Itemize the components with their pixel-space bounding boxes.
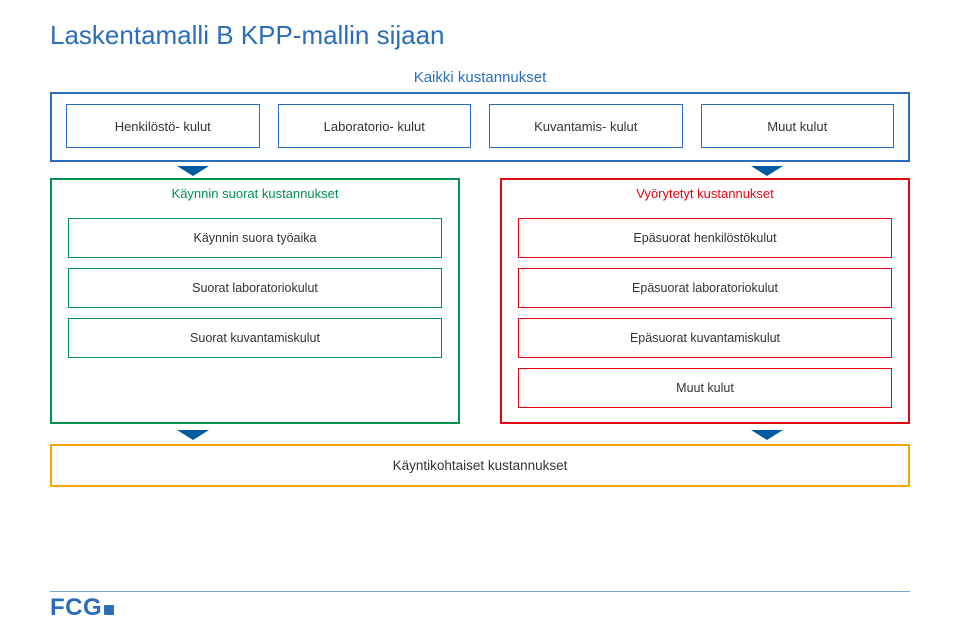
right-column: Vyörytetyt kustannukset Epäsuorat henkil… (500, 178, 910, 424)
top-box-3: Muut kulut (701, 104, 895, 148)
left-box-0: Käynnin suora työaika (68, 218, 442, 258)
right-group: Vyörytetyt kustannukset Epäsuorat henkil… (500, 178, 910, 424)
top-box-2: Kuvantamis- kulut (489, 104, 683, 148)
right-box-0: Epäsuorat henkilöstökulut (518, 218, 892, 258)
left-spacer (68, 358, 442, 408)
footer-divider (50, 591, 910, 593)
logo-dot-icon (104, 605, 114, 615)
top-box-0: Henkilöstö- kulut (66, 104, 260, 148)
right-box-1: Epäsuorat laboratoriokulut (518, 268, 892, 308)
right-box-3: Muut kulut (518, 368, 892, 408)
top-group-label: Kaikki kustannukset (50, 69, 910, 86)
bottom-group: Käyntikohtaiset kustannukset (50, 444, 910, 487)
top-group: Henkilöstö- kulut Laboratorio- kulut Kuv… (50, 92, 910, 162)
left-box-2: Suorat kuvantamiskulut (68, 318, 442, 358)
arrow-down-icon (751, 166, 783, 176)
left-box-1: Suorat laboratoriokulut (68, 268, 442, 308)
right-box-2: Epäsuorat kuvantamiskulut (518, 318, 892, 358)
left-group: Käynnin suorat kustannukset Käynnin suor… (50, 178, 460, 424)
right-group-header: Vyörytetyt kustannukset (502, 186, 908, 201)
arrow-down-icon (177, 430, 209, 440)
arrow-down-icon (177, 166, 209, 176)
left-group-header: Käynnin suorat kustannukset (52, 186, 458, 201)
bottom-arrows (50, 430, 910, 440)
page-title: Laskentamalli B KPP-mallin sijaan (50, 20, 910, 51)
logo: FCG (50, 594, 114, 622)
top-box-1: Laboratorio- kulut (278, 104, 472, 148)
top-arrows (50, 166, 910, 176)
arrow-down-icon (751, 430, 783, 440)
columns-container: Käynnin suorat kustannukset Käynnin suor… (50, 178, 910, 424)
left-column: Käynnin suorat kustannukset Käynnin suor… (50, 178, 460, 424)
